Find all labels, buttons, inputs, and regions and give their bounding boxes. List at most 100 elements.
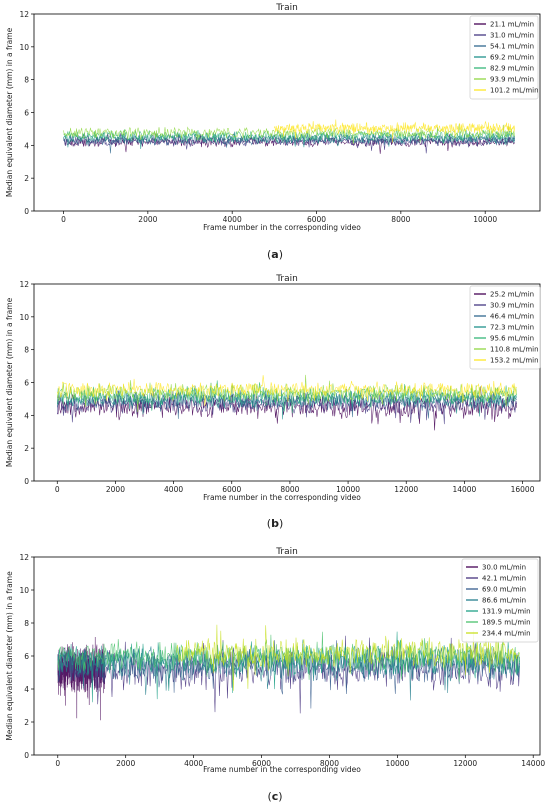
legend-entry: 95.6 mL/min (490, 335, 534, 343)
chart-title: Train (275, 274, 298, 284)
legend-entry: 101.2 mL/min (490, 87, 539, 95)
legend-entry: 54.1 mL/min (490, 43, 534, 51)
legend-entry: 93.9 mL/min (490, 76, 534, 84)
chart-panel-b: 0 2 4 6 8 10 12 0 2000 4000 6000 8000 10000 12000 1400… (5, 274, 541, 530)
x-tick-label: 2000 (106, 485, 125, 494)
x-tick-label: 10000 (336, 485, 360, 494)
legend-box (469, 15, 539, 100)
x-tick-label: 10000 (385, 759, 409, 768)
series-line (63, 124, 515, 144)
x-axis-label: Frame number in the corresponding video (203, 223, 361, 232)
y-tick-label: 12 (19, 553, 29, 562)
x-axis-label: Frame number in the corresponding video (203, 765, 361, 774)
legend-box (461, 558, 539, 643)
caption-letter: c (272, 790, 279, 803)
y-axis-label: Median equivalent diameter (mm) in a fra… (5, 27, 14, 197)
y-tick-label: 2 (24, 718, 29, 727)
y-tick-label: 4 (24, 685, 29, 694)
legend: 21.1 mL/min 31.0 mL/min 54.1 mL/min 69.2 mL… (469, 15, 539, 100)
plot-frame (33, 283, 541, 482)
legend-entry: 30.0 mL/min (482, 564, 526, 572)
legend-entry: 110.8 mL/min (490, 346, 539, 354)
y-tick-label: 6 (24, 109, 29, 118)
legend-entry: 234.4 mL/min (482, 630, 531, 638)
series-group (57, 624, 520, 721)
caption-close: ) (278, 790, 282, 803)
y-tick-label: 8 (24, 346, 29, 355)
legend-entry: 131.9 mL/min (482, 608, 531, 616)
x-tick-label: 14000 (452, 485, 476, 494)
chart-title: Train (275, 547, 298, 557)
legend-entry: 86.6 mL/min (482, 597, 526, 605)
panel-caption: (b) (267, 517, 283, 530)
y-axis-label: Median equivalent diameter (mm) in a fra… (5, 571, 14, 741)
x-tick-label: 10000 (473, 215, 497, 224)
y-tick-label: 0 (24, 477, 29, 486)
x-tick-label: 6000 (222, 485, 241, 494)
chart-panel-c: 0 2 4 6 8 10 12 0 2000 4000 6000 8000 10000 12000 1400… (5, 547, 545, 803)
caption-close: ) (279, 517, 283, 530)
series-line (274, 119, 515, 143)
x-tick-label: 8000 (320, 759, 339, 768)
y-tick-label: 4 (24, 411, 29, 420)
legend-entry: 82.9 mL/min (490, 65, 534, 73)
x-tick-label: 0 (55, 759, 60, 768)
caption-open: ( (267, 517, 271, 530)
y-tick-label: 2 (24, 444, 29, 453)
series-line (63, 126, 515, 150)
legend: 30.0 mL/min 42.1 mL/min 69.0 mL/min 86.6 mL… (461, 558, 539, 643)
panel-caption: (c) (267, 790, 282, 803)
y-tick-label: 0 (24, 207, 29, 216)
legend-entry: 69.2 mL/min (490, 54, 534, 62)
x-axis-label: Frame number in the corresponding video (203, 493, 361, 502)
legend-entry: 30.9 mL/min (490, 302, 534, 310)
legend-entry: 72.3 mL/min (490, 324, 534, 332)
caption-open: ( (267, 248, 271, 261)
legend-entry: 31.0 mL/min (490, 32, 534, 40)
x-tick-label: 4000 (164, 485, 183, 494)
x-tick-label: 0 (61, 215, 66, 224)
x-tick-label: 2000 (138, 215, 157, 224)
x-tick-label: 8000 (280, 485, 299, 494)
legend-entry: 69.0 mL/min (482, 586, 526, 594)
y-tick-label: 6 (24, 379, 29, 388)
x-tick-label: 16000 (511, 485, 535, 494)
y-tick-label: 12 (19, 280, 29, 289)
series-group (57, 374, 517, 431)
x-tick-label: 6000 (307, 215, 326, 224)
series-line (57, 375, 517, 407)
series-line (63, 124, 515, 145)
x-tick-label: 2000 (116, 759, 135, 768)
chart-panel-a: 0 2 4 6 8 10 12 0 2000 4000 6000 8000 10000 Train Fram… (5, 3, 541, 261)
legend-entry: 21.1 mL/min (490, 21, 534, 29)
legend-entry: 42.1 mL/min (482, 575, 526, 583)
x-tick-label: 0 (55, 485, 60, 494)
y-tick-label: 6 (24, 652, 29, 661)
caption-letter: a (271, 248, 278, 261)
x-tick-label: 4000 (223, 215, 242, 224)
series-group (63, 119, 515, 154)
caption-close: ) (279, 248, 283, 261)
plot-frame (33, 13, 541, 212)
x-tick-label: 8000 (391, 215, 410, 224)
legend-box (469, 285, 541, 370)
legend-entry: 189.5 mL/min (482, 619, 531, 627)
x-tick-label: 6000 (252, 759, 271, 768)
y-tick-label: 8 (24, 76, 29, 85)
y-tick-label: 10 (19, 586, 29, 595)
legend-entry: 46.4 mL/min (490, 313, 534, 321)
chart-title: Train (275, 3, 298, 13)
legend: 25.2 mL/min 30.9 mL/min 46.4 mL/min 72.3 mL… (469, 285, 541, 370)
y-tick-label: 4 (24, 141, 29, 150)
x-tick-label: 12000 (453, 759, 477, 768)
x-tick-label: 14000 (521, 759, 545, 768)
caption-open: ( (267, 790, 271, 803)
y-tick-label: 10 (19, 313, 29, 322)
legend-entry: 153.2 mL/min (490, 357, 539, 365)
x-tick-label: 12000 (394, 485, 418, 494)
series-line (176, 624, 520, 691)
y-tick-label: 0 (24, 751, 29, 760)
series-line (63, 131, 515, 154)
x-tick-label: 4000 (184, 759, 203, 768)
